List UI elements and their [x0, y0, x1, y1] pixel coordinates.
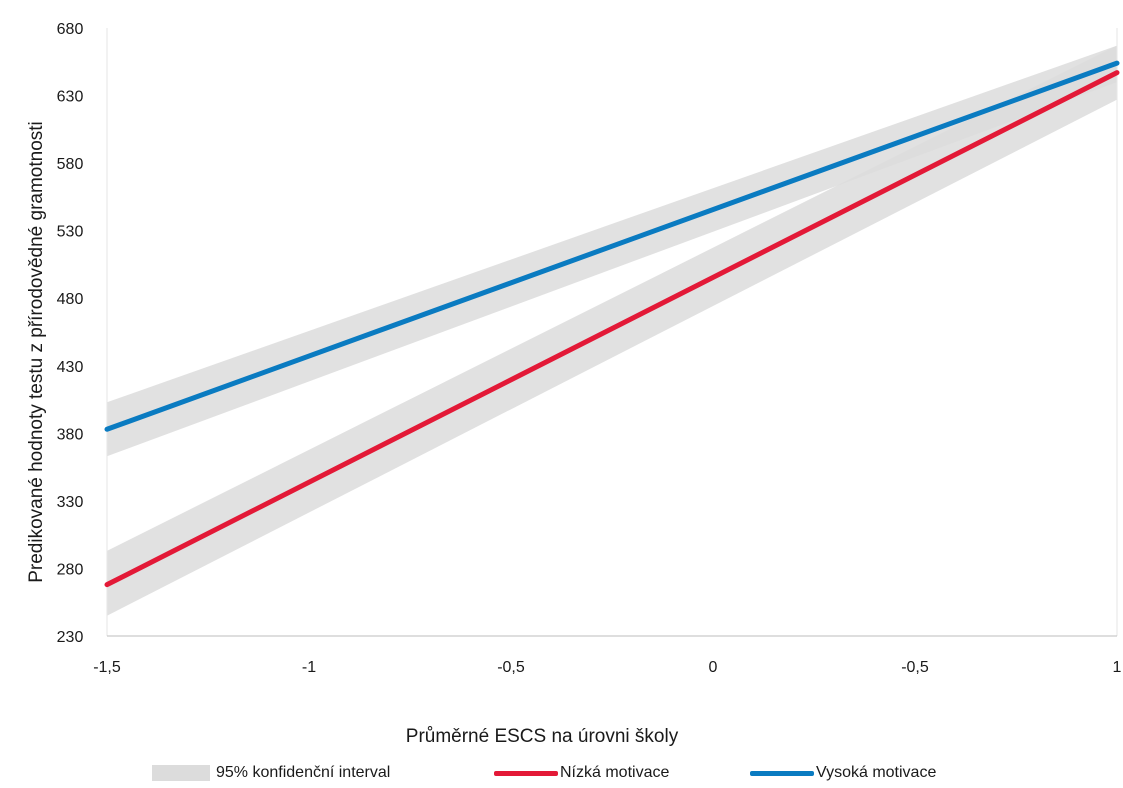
- y-tick-label: 230: [57, 629, 84, 646]
- x-tick-label: -1,5: [93, 659, 121, 676]
- x-tick-label: -1: [302, 659, 316, 676]
- x-tick-label: -0,5: [497, 659, 525, 676]
- ci-band-high-motivation: [107, 45, 1117, 457]
- legend-item-ci: 95% konfidenční interval: [152, 764, 390, 782]
- y-axis-title-group: Predikované hodnoty testu z přírodovědné…: [26, 121, 47, 583]
- y-tick-label: 480: [57, 291, 84, 308]
- legend-item-high-motivation: Vysoká motivace: [750, 764, 936, 782]
- y-tick-label: 430: [57, 359, 84, 376]
- legend-label-high-motivation: Vysoká motivace: [816, 764, 937, 781]
- legend-item-low-motivation: Nízká motivace: [494, 764, 669, 782]
- legend-swatch-high-motivation: [750, 770, 814, 776]
- y-tick-label: 330: [57, 494, 84, 511]
- x-axis-title: Průměrné ESCS na úrovni školy: [406, 726, 679, 747]
- x-tick-label: 1: [1113, 659, 1122, 676]
- series-line-low-motivation: [104, 70, 1120, 588]
- plot-area: 230 280 330 380 430 480 530 580 630 680 -1,5 -1 -0,5…: [57, 21, 1122, 676]
- x-tick-label: -0,5: [901, 659, 929, 676]
- y-tick-label: 530: [57, 224, 84, 241]
- y-tick-label: 280: [57, 561, 84, 578]
- y-axis-title: Predikované hodnoty testu z přírodovědné…: [26, 121, 47, 583]
- legend-swatch-ci: [152, 765, 210, 781]
- legend-swatch-low-motivation: [494, 770, 558, 776]
- y-tick-label: 380: [57, 426, 84, 443]
- legend-label-ci: 95% konfidenční interval: [216, 764, 391, 781]
- x-tick-label: 0: [709, 659, 718, 676]
- legend: 95% konfidenční interval Nízká motivace …: [0, 764, 1123, 788]
- series-line-high-motivation: [104, 60, 1120, 432]
- y-tick-label: 580: [57, 156, 84, 173]
- y-tick-label: 680: [57, 21, 84, 38]
- legend-label-low-motivation: Nízká motivace: [560, 764, 670, 781]
- y-tick-label: 630: [57, 89, 84, 106]
